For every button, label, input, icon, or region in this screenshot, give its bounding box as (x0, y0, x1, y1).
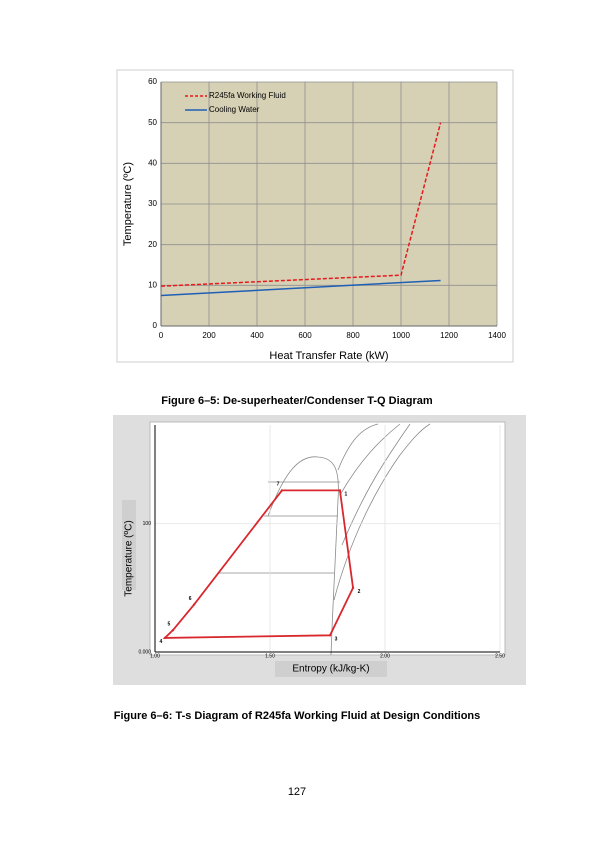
state-point (163, 636, 167, 640)
x-tick-label: 200 (202, 331, 216, 340)
y-axis-label: Temperature (ºC) (122, 162, 134, 246)
x-axis-label: Entropy (kJ/kg-K) (292, 664, 369, 675)
y-tick-label: 20 (148, 240, 157, 249)
x-tick-label: 1.50 (265, 653, 275, 659)
state-point (351, 586, 355, 590)
x-tick-label: 0 (159, 331, 164, 340)
state-point (280, 489, 284, 492)
y-tick-label: 0.000 (138, 649, 151, 655)
state-point (171, 628, 175, 632)
x-tick-label: 1200 (440, 331, 458, 340)
point-label: 2 (358, 589, 361, 595)
cycle-line (162, 489, 354, 639)
saturation-curves (218, 423, 431, 656)
point-label: 1 (345, 492, 348, 498)
state-point (338, 489, 342, 492)
point-label: 3 (335, 637, 338, 643)
y-tick-label: 30 (148, 199, 157, 208)
x-axis-label: Heat Transfer Rate (kW) (269, 350, 388, 362)
series-line (160, 279, 441, 297)
y-axis-label: Temperature (ºC) (124, 520, 135, 596)
state-point (192, 603, 196, 606)
figure-caption: Figure 6–5: De-superheater/Condenser T-Q… (161, 395, 433, 407)
x-tick-label: 600 (298, 331, 312, 340)
series-line (160, 122, 442, 287)
y-tick-label: 60 (148, 77, 157, 86)
legend-label: R245fa Working Fluid (209, 91, 286, 100)
point-label: 6 (189, 596, 192, 602)
x-tick-label: 1.00 (150, 653, 160, 659)
x-tick-label: 800 (346, 331, 360, 340)
y-tick-label: 40 (148, 158, 157, 167)
y-tick-label: 100 (143, 521, 152, 527)
figure-caption: Figure 6–6: T-s Diagram of R245fa Workin… (114, 710, 481, 722)
page-number: 127 (288, 786, 306, 798)
plot-area (149, 421, 506, 656)
x-tick-label: 400 (250, 331, 264, 340)
legend-label: Cooling Water (209, 105, 260, 114)
x-tick-label: 2.00 (380, 653, 390, 659)
axis-label-box (122, 500, 136, 590)
x-tick-label: 2.50 (495, 653, 505, 659)
state-point (328, 634, 332, 637)
axis-label-box (275, 661, 387, 677)
x-tick-label: 1400 (488, 331, 506, 340)
point-label: 5 (168, 622, 171, 628)
y-tick-label: 50 (148, 118, 157, 127)
point-label: 4 (159, 639, 162, 645)
y-tick-label: 0 (153, 321, 158, 330)
x-tick-label: 1000 (392, 331, 410, 340)
y-tick-label: 10 (148, 280, 157, 289)
point-label: 7 (277, 482, 280, 488)
